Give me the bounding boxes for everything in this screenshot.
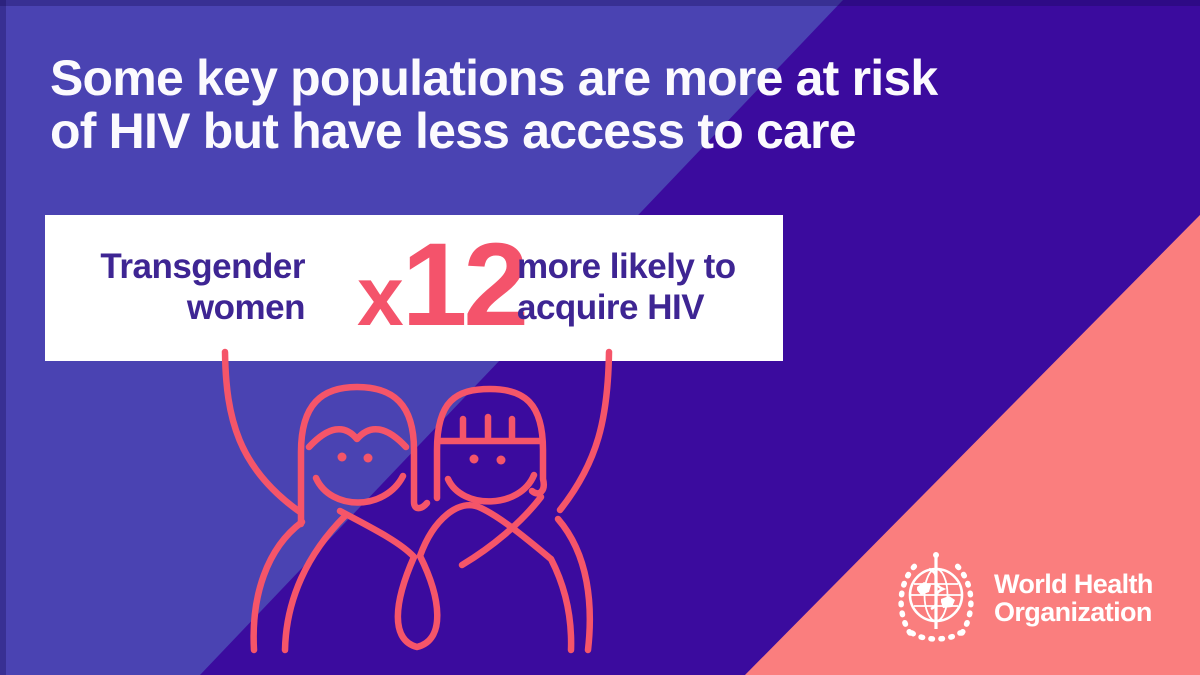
left-edge-shade [0,0,6,675]
right-figure-outer-body [554,515,594,654]
landmass-east [941,596,955,608]
left-figure-hairline [305,425,410,451]
left-figure-eye-right [363,453,373,463]
staff-knob [933,552,939,558]
landmass-west [917,582,931,595]
who-wordmark: World Health Organization [994,570,1153,626]
right-figure-chin [444,471,538,505]
left-figure-outer-body [250,518,306,654]
left-figure-hair [297,383,431,528]
who-logo: World Health Organization [886,549,1186,659]
stat-description: more likely to acquire HIV [517,247,736,327]
headline: Some key populations are more at risk of… [50,52,1170,158]
laurel-left [898,558,923,636]
stat-population-label: Transgender women [100,247,305,327]
laurel-bottom [909,630,963,642]
headline-line2: of HIV but have less access to care [50,103,857,159]
headline-line1: Some key populations are more at risk [50,50,938,106]
right-figure-neck-cross [458,493,545,569]
stat-card: Transgender women x12 more likely to acq… [45,215,783,361]
right-figure-hair [433,385,547,502]
right-raised-arm [556,348,613,514]
crossed-ribbon-loop [336,502,575,654]
right-figure-eye-right [496,455,506,465]
left-figure-eye-left [337,452,347,462]
salmon-corner-triangle [745,215,1200,675]
stat-multiplier: x12 [357,219,529,359]
top-edge-shade [0,0,1200,6]
stat-multiplier-prefix: x [357,249,404,343]
left-figure-inner-body [281,512,349,654]
left-raised-arm [221,348,304,516]
stat-multiplier-value: 12 [401,219,529,351]
right-figure-eye-left [469,454,479,464]
who-emblem-icon [898,552,974,642]
who-wordmark-line2: Organization [994,597,1152,627]
who-wordmark-line1: World Health [994,569,1153,599]
serpent [928,567,947,611]
laurel-right [949,558,974,636]
left-figure-chin [312,472,407,506]
